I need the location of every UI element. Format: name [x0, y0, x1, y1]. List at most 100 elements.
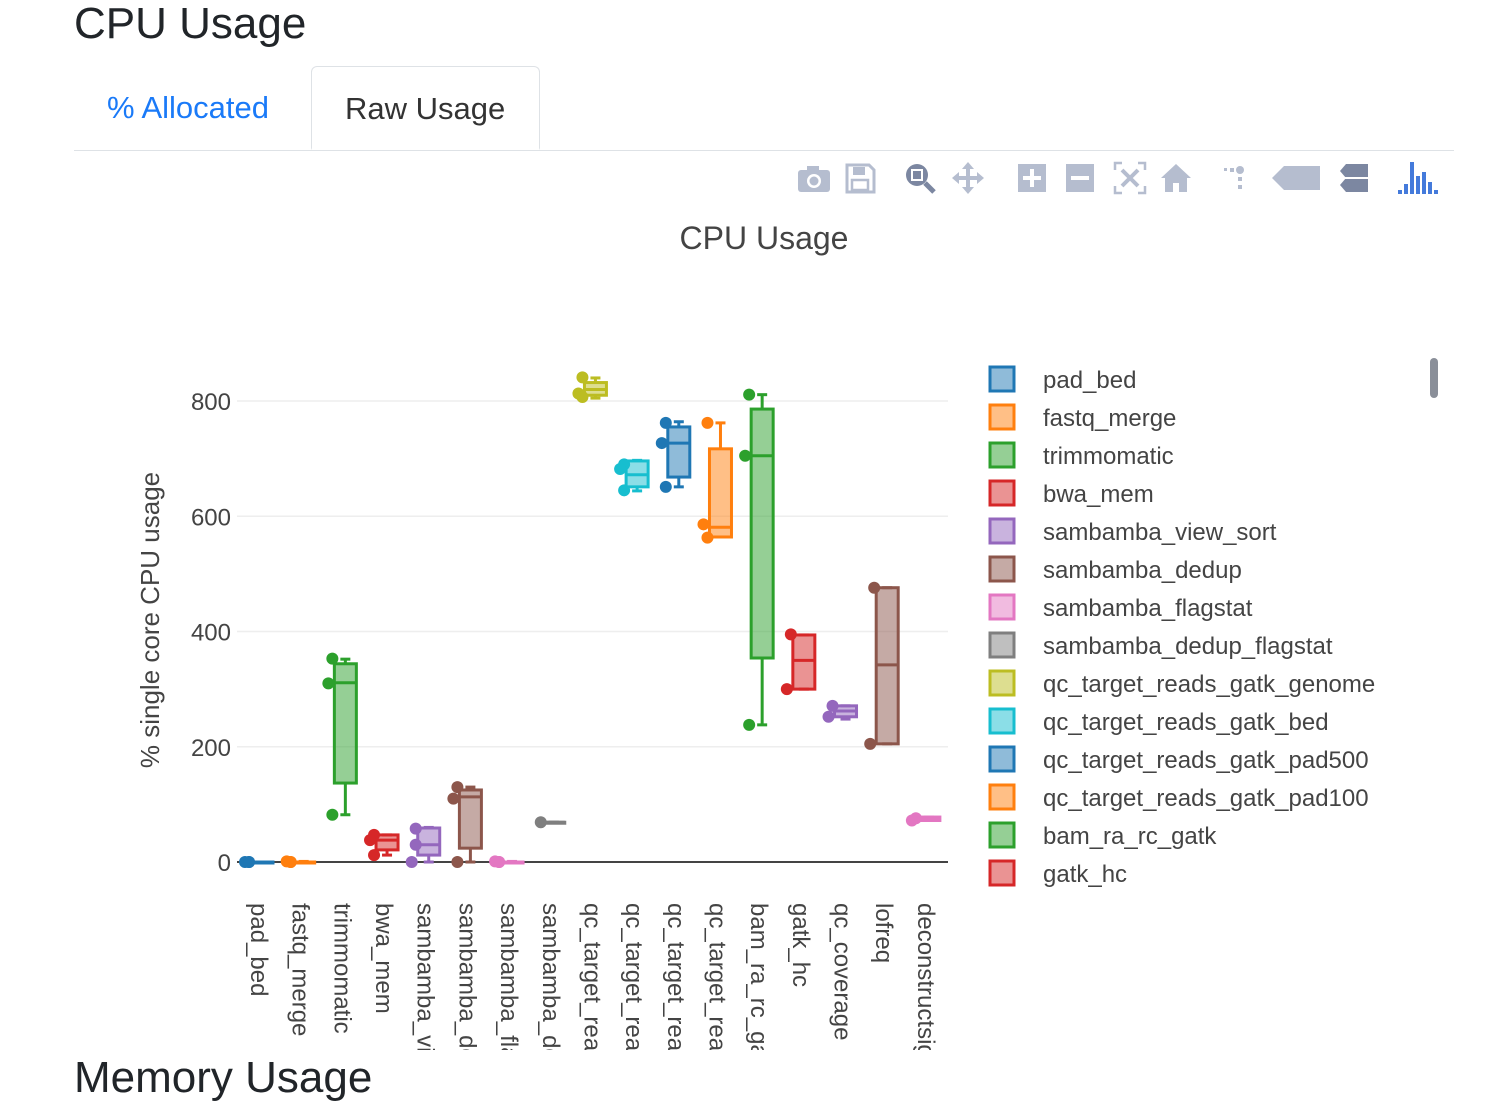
legend-item-gatk_hc[interactable]: gatk_hc	[988, 859, 1127, 888]
x-tick-label: bwa_mem	[370, 903, 398, 1014]
box-trace-qc_coverage	[822, 699, 859, 723]
pan-icon[interactable]	[950, 160, 986, 196]
legend-item-pad_bed[interactable]: pad_bed	[988, 365, 1136, 394]
box-iqr	[541, 820, 567, 825]
data-point	[780, 683, 793, 696]
tab-percent-allocated[interactable]: % Allocated	[107, 90, 269, 125]
zoom-out-icon[interactable]	[1062, 160, 1098, 196]
spike-lines-icon[interactable]	[1220, 160, 1256, 196]
data-point	[659, 480, 672, 493]
legend-swatch	[988, 631, 1016, 659]
legend-scrollbar[interactable]	[1430, 358, 1438, 398]
legend-item-qc_target_reads_gatk_pad100[interactable]: qc_target_reads_gatk_pad100	[988, 783, 1369, 812]
data-point	[368, 849, 381, 862]
legend-label: sambamba_flagstat	[1043, 595, 1253, 622]
data-point	[701, 416, 714, 429]
legend-item-bam_ra_rc_gatk[interactable]: bam_ra_rc_gatk	[988, 821, 1217, 850]
y-tick-label: 400	[191, 620, 231, 647]
legend-item-sambamba_flagstat[interactable]: sambamba_flagstat	[988, 593, 1253, 622]
save-icon[interactable]	[842, 160, 878, 196]
data-point	[701, 531, 714, 544]
box-iqr	[833, 704, 859, 719]
tab-raw-usage[interactable]: Raw Usage	[311, 66, 540, 150]
legend-label: gatk_hc	[1043, 861, 1127, 888]
data-point	[739, 449, 752, 462]
legend-item-sambamba_view_sort[interactable]: sambamba_view_sort	[988, 517, 1277, 546]
chart-title: CPU Usage	[680, 220, 849, 256]
box-iqr	[374, 833, 400, 852]
data-point	[409, 822, 422, 835]
data-point	[864, 737, 877, 750]
cpu-usage-box-chart: CPU Usage % single core CPU usage 0 200 40…	[135, 220, 1438, 888]
legend-swatch	[988, 745, 1016, 773]
x-tick-label: bam_ra_rc_gatk	[745, 903, 773, 1050]
box-trace-trimmomatic	[322, 652, 358, 821]
legend-swatch	[988, 669, 1016, 697]
y-tick-label: 800	[191, 389, 231, 416]
hover-closest-icon[interactable]	[1270, 160, 1322, 196]
memory-usage-heading: Memory Usage	[74, 1053, 373, 1102]
hover-compare-icon[interactable]	[1334, 160, 1370, 196]
home-icon[interactable]	[1158, 160, 1194, 196]
legend-label: pad_bed	[1043, 367, 1136, 394]
legend-item-sambamba_dedup[interactable]: sambamba_dedup	[988, 555, 1242, 584]
zoom-icon[interactable]	[902, 160, 938, 196]
data-point	[284, 856, 297, 868]
legend-item-sambamba_dedup_flagstat[interactable]: sambamba_dedup_flagstat	[988, 631, 1333, 660]
legend-label: qc_target_reads_gatk_pad100	[1043, 785, 1369, 812]
zoom-in-icon[interactable]	[1014, 160, 1050, 196]
box-iqr	[666, 425, 692, 479]
box-trace-sambamba_flagstat	[489, 855, 525, 868]
data-point	[239, 856, 251, 868]
legend-item-qc_target_reads_gatk_bed[interactable]: qc_target_reads_gatk_bed	[988, 707, 1329, 736]
x-tick-label: deconstructsigs	[911, 903, 939, 1050]
box-iqr	[499, 860, 525, 865]
y-tick-label: 600	[191, 504, 231, 531]
x-tick-label: qc_target_reads_gatk_genome	[577, 903, 605, 1050]
x-tick-label: trimmomatic	[328, 903, 356, 1034]
data-point	[405, 856, 418, 868]
legend-item-fastq_merge[interactable]: fastq_merge	[988, 403, 1176, 432]
legend-label: trimmomatic	[1043, 443, 1174, 470]
x-tick-label: qc_target_reads_gatk_pad500	[661, 903, 689, 1050]
data-point	[243, 856, 255, 868]
data-point	[909, 812, 922, 825]
legend-item-bwa_mem[interactable]: bwa_mem	[988, 479, 1154, 508]
data-point	[322, 677, 335, 690]
data-point	[614, 462, 627, 475]
y-axis-label: % single core CPU usage	[135, 472, 165, 768]
legend-item-qc_target_reads_gatk_genome[interactable]: qc_target_reads_gatk_genome	[988, 669, 1375, 698]
legend-item-trimmomatic[interactable]: trimmomatic	[988, 441, 1174, 470]
box-iqr	[582, 381, 608, 397]
legend-item-qc_target_reads_gatk_pad500[interactable]: qc_target_reads_gatk_pad500	[988, 745, 1369, 774]
data-point	[576, 390, 589, 403]
x-tick-label: qc_target_reads_gatk_pad100	[702, 903, 730, 1050]
box-iqr	[291, 860, 317, 865]
x-tick-label: fastq_merge	[286, 903, 314, 1037]
autoscale-icon[interactable]	[1112, 160, 1148, 196]
box-iqr	[249, 860, 275, 865]
box-trace-pad_bed	[239, 856, 275, 868]
camera-icon[interactable]	[796, 160, 832, 196]
x-tick-label: sambamba_view_sort	[411, 903, 439, 1050]
data-point	[784, 628, 797, 641]
data-point	[743, 718, 756, 731]
data-point	[368, 828, 381, 841]
data-point	[572, 387, 585, 400]
legend-label: fastq_merge	[1043, 405, 1176, 432]
tab-bar: % Allocated Raw Usage	[74, 66, 1454, 151]
plotly-logo-icon[interactable]	[1396, 160, 1448, 196]
data-point	[447, 792, 460, 805]
box-iqr	[624, 459, 650, 489]
legend-label: bam_ra_rc_gatk	[1043, 823, 1217, 850]
box-iqr	[332, 662, 358, 785]
y-tick-label: 200	[191, 735, 231, 762]
legend-label: qc_target_reads_gatk_pad500	[1043, 747, 1369, 774]
box-iqr	[457, 788, 483, 850]
box-trace-lofreq	[864, 581, 900, 750]
data-point	[243, 856, 255, 868]
x-tick-label: qc_target_reads_gatk_bed	[620, 903, 648, 1050]
data-point	[493, 856, 506, 868]
box-trace-fastq_merge	[280, 855, 317, 868]
box-iqr	[416, 826, 442, 857]
